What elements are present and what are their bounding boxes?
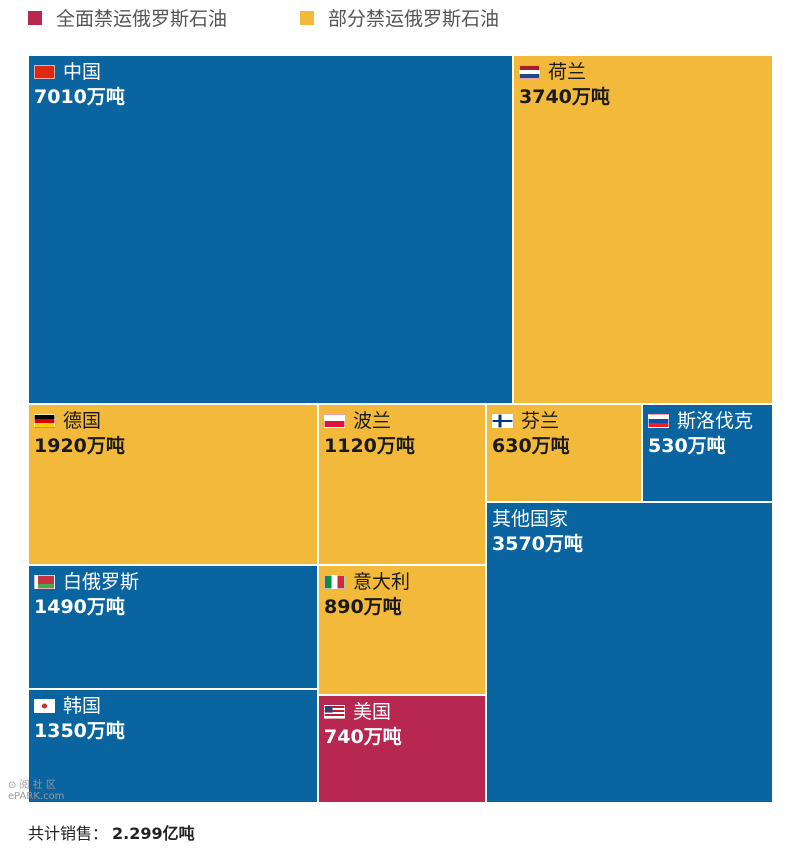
tile-value-label: 3570万吨: [492, 533, 583, 555]
watermark-line2: ePARK.com: [8, 791, 65, 802]
korea-flag-icon: [34, 699, 55, 713]
tile-country-name: 芬兰: [521, 410, 560, 432]
watermark: ⊙ 阅 社 区 ePARK.com: [8, 780, 64, 802]
tile-header: 意大利: [324, 571, 410, 593]
poland-flag-icon: [324, 414, 345, 428]
tile-header: 中国: [34, 61, 101, 83]
legend-label-full: 全面禁运俄罗斯石油: [56, 8, 228, 30]
tile-value-label: 1350万吨: [34, 720, 125, 742]
tile-country-name: 中国: [63, 61, 102, 83]
tile-value-label: 3740万吨: [519, 86, 610, 108]
china-flag-icon: [34, 65, 55, 79]
tile-country-name: 德国: [63, 410, 102, 432]
tile-value-label: 1920万吨: [34, 435, 125, 457]
tile-country-name: 意大利: [353, 571, 411, 593]
tile-header: 白俄罗斯: [34, 571, 139, 593]
legend-label-partial: 部分禁运俄罗斯石油: [328, 8, 500, 30]
treemap-tile: 白俄罗斯 1490万吨: [28, 565, 318, 689]
tile-country-name: 斯洛伐克: [677, 410, 754, 432]
treemap-tile: 波兰 1120万吨: [318, 404, 486, 565]
treemap-tile: 中国 7010万吨: [28, 55, 513, 404]
total-sales: 共计销售： 2.299亿吨: [28, 820, 195, 844]
tile-header: 斯洛伐克: [648, 410, 753, 432]
legend: 全面禁运俄罗斯石油 部分禁运俄罗斯石油: [0, 4, 800, 30]
tile-country-name: 荷兰: [548, 61, 587, 83]
usa-flag-icon: [324, 705, 345, 719]
treemap-chart: 中国 7010万吨 荷兰 3740万吨德国 1920万吨 波兰 1120万吨 芬兰 630万吨 斯…: [28, 55, 773, 803]
tile-country-name: 波兰: [353, 410, 392, 432]
netherlands-flag-icon: [519, 65, 540, 79]
legend-item-full-embargo: 全面禁运俄罗斯石油: [28, 4, 227, 31]
tile-header: 波兰: [324, 410, 391, 432]
finland-flag-icon: [492, 414, 513, 428]
treemap-tile: 意大利 890万吨: [318, 565, 486, 695]
belarus-flag-icon: [34, 575, 55, 589]
tile-header: 荷兰: [519, 61, 586, 83]
tile-value-label: 890万吨: [324, 596, 402, 618]
tile-value-label: 1490万吨: [34, 596, 125, 618]
treemap-tile: 德国 1920万吨: [28, 404, 318, 565]
italy-flag-icon: [324, 575, 345, 589]
legend-swatch-partial: [300, 10, 314, 25]
slovakia-flag-icon: [648, 414, 669, 428]
total-sales-value: 2.299亿吨: [112, 824, 195, 843]
tile-value-label: 530万吨: [648, 435, 726, 457]
legend-swatch-full: [28, 10, 42, 25]
watermark-line1: ⊙ 阅 社 区: [8, 780, 56, 791]
tile-header: 美国: [324, 701, 391, 723]
treemap-tile: 芬兰 630万吨: [486, 404, 642, 502]
treemap-tile: 荷兰 3740万吨: [513, 55, 773, 404]
total-sales-label: 共计销售：: [28, 824, 109, 843]
tile-header: 芬兰: [492, 410, 559, 432]
tile-country-name: 美国: [353, 701, 392, 723]
tile-value-label: 7010万吨: [34, 86, 125, 108]
treemap-tile: 韩国 1350万吨: [28, 689, 318, 803]
tile-value-label: 740万吨: [324, 726, 402, 748]
tile-country-name: 韩国: [63, 695, 102, 717]
tile-value-label: 630万吨: [492, 435, 570, 457]
tile-value-label: 1120万吨: [324, 435, 415, 457]
legend-item-partial-embargo: 部分禁运俄罗斯石油: [300, 4, 499, 31]
tile-country-name: 其他国家: [492, 508, 569, 530]
tile-country-name: 白俄罗斯: [63, 571, 140, 593]
treemap-tile: 美国 740万吨: [318, 695, 486, 803]
tile-header: 德国: [34, 410, 101, 432]
treemap-tile: 其他国家 3570万吨: [486, 502, 773, 803]
treemap-tile: 斯洛伐克 530万吨: [642, 404, 773, 502]
tile-header: 韩国: [34, 695, 101, 717]
tile-header: 其他国家: [492, 508, 568, 530]
germany-flag-icon: [34, 414, 55, 428]
